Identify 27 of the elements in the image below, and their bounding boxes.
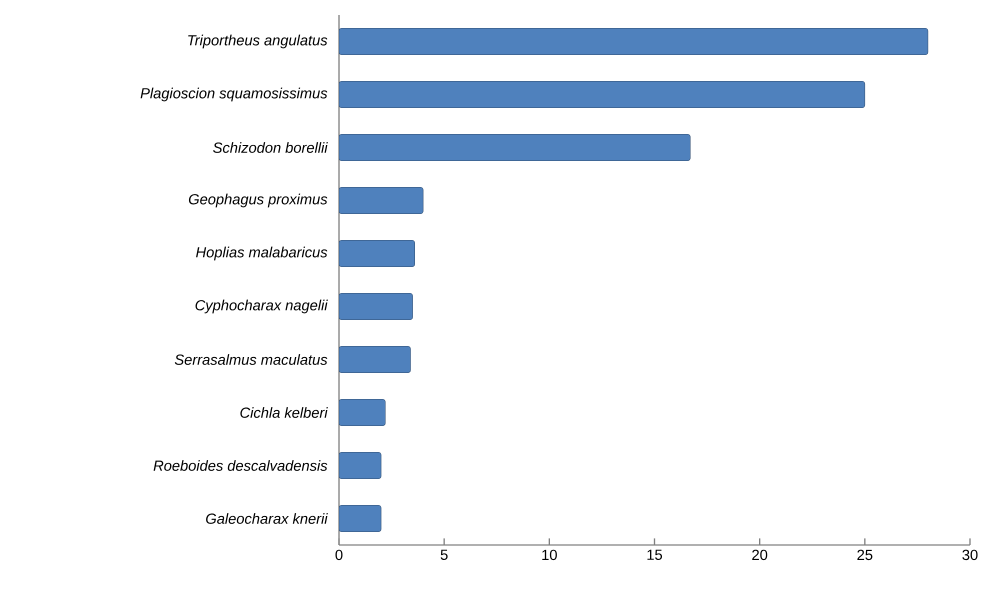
bar <box>339 240 415 268</box>
y-tick-label: Hoplias malabaricus <box>196 246 328 260</box>
bar <box>339 346 411 374</box>
x-tick-label: 5 <box>440 550 448 560</box>
y-tick-label: Triportheus angulatus <box>188 34 328 48</box>
y-tick-label: Serrasalmus maculatus <box>174 354 328 365</box>
y-tick-label: Cyphocharax nagelii <box>196 300 328 314</box>
bar <box>339 292 413 320</box>
bar <box>339 28 928 56</box>
bar <box>339 134 691 162</box>
bar <box>339 452 382 480</box>
y-tick-label: Roeboides descalvadensis <box>154 460 328 471</box>
x-tick-label: 15 <box>647 550 662 560</box>
x-tick-label: 25 <box>857 550 872 560</box>
x-tick-label: 0 <box>335 550 342 560</box>
x-tick-label: 20 <box>752 550 768 560</box>
y-tick-label: Schizodon borellii <box>213 142 328 153</box>
y-tick-label: Cichla kelberi <box>240 407 328 418</box>
bar <box>339 398 386 426</box>
bar <box>339 504 382 532</box>
y-tick-label: Geophagus proximus <box>188 194 328 208</box>
y-tick-label: Plagioscion squamosissimus <box>140 88 328 102</box>
x-tick-label: 10 <box>542 550 557 560</box>
x-tick-label: 30 <box>962 550 978 560</box>
bar <box>339 186 424 214</box>
y-tick-label: Galeocharax knerii <box>206 513 328 524</box>
bar <box>339 80 866 108</box>
